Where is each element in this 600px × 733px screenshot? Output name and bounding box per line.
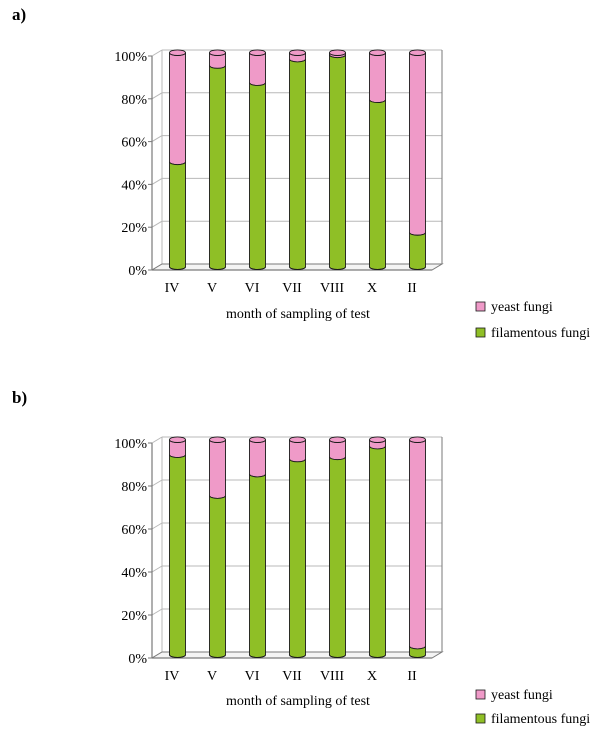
chart-a-bar-yeast-VI <box>249 52 266 86</box>
chart-b-y-tick-label: 80% <box>121 480 147 495</box>
chart-a-x-tick-label: VIII <box>320 281 344 296</box>
chart-b-bar-top-IV <box>169 436 186 443</box>
chart-b-bar-yeast-II <box>409 439 426 650</box>
chart-a-y-tick-label: 40% <box>121 178 147 193</box>
chart-b-bar-filamentous-II <box>409 645 426 658</box>
chart-a-x-tick-label: VI <box>245 281 260 296</box>
chart-a-bar-top-II <box>409 49 426 56</box>
chart-a-gridline-side <box>151 92 163 100</box>
chart-b-plot: 0% 20% 40% 60% 80% 100% IV V VI VII VIII X II <box>114 436 444 684</box>
chart-b-legend-label-yeast: yeast fungi <box>491 688 553 703</box>
chart-a-bar-filamentous-VIII <box>329 54 346 270</box>
chart-b-x-tick-label: VI <box>245 669 260 684</box>
chart-b-xlabel: month of sampling of test <box>226 694 370 709</box>
chart-a-y-tick-label: 100% <box>114 50 147 65</box>
chart-b-bar-filamentous-X <box>369 445 386 658</box>
chart-b-gridline-side <box>151 608 163 616</box>
chart-b-gridline-side <box>151 479 163 487</box>
chart-a-bar-filamentous-VII <box>289 58 306 270</box>
chart-b-y-tick-label: 40% <box>121 566 147 581</box>
chart-a-y-tick-label: 0% <box>128 264 147 279</box>
chart-b-x-tick-label: VIII <box>320 669 344 684</box>
chart-a-bar-filamentous-V <box>209 65 226 270</box>
chart-b-gridline-side <box>151 436 163 444</box>
panel-b-label: b) <box>12 388 27 407</box>
chart-b-bar-top-VII <box>289 436 306 443</box>
chart-a-x-tick-label: VII <box>282 281 302 296</box>
chart-a-legend: yeast fungi filamentous fungi <box>475 300 590 341</box>
chart-a-x-tick-label: V <box>207 281 217 296</box>
chart-a-bar-yeast-X <box>369 52 386 104</box>
chart-a-bar-top-IV <box>169 49 186 56</box>
chart-b-x-tick-label: V <box>207 669 217 684</box>
chart-a-y-tick-label: 80% <box>121 93 147 108</box>
chart-b-legend-swatch-yeast <box>475 689 486 700</box>
panel-a-label: a) <box>12 5 26 24</box>
chart-b-bar-top-II <box>409 436 426 443</box>
chart-a-bar-yeast-IV <box>169 52 186 166</box>
chart-b-bar-top-VIII <box>329 436 346 443</box>
chart-b-bar-yeast-VII <box>289 439 306 463</box>
chart-b-bar-filamentous-IV <box>169 454 186 658</box>
chart-a-bar-top-V <box>209 49 226 56</box>
chart-b-bar-yeast-V <box>209 439 226 499</box>
chart-b-bar-filamentous-VII <box>289 458 306 658</box>
chart-b-x-tick-label: II <box>407 669 417 684</box>
chart-a-bar-top-VII <box>289 49 306 56</box>
chart-a-legend-label-filamentous: filamentous fungi <box>491 326 590 341</box>
chart-a-bar-filamentous-X <box>369 99 386 270</box>
chart-a-bar-yeast-II <box>409 52 426 236</box>
chart-b-bar-filamentous-VI <box>249 473 266 658</box>
chart-a-y-tick-label: 20% <box>121 221 147 236</box>
chart-a-bar-filamentous-II <box>409 232 426 270</box>
chart-a-legend-swatch-filamentous <box>475 327 486 338</box>
chart-b-gridline-side <box>151 522 163 530</box>
chart-a-gridline-side <box>151 220 163 228</box>
chart-a-x-tick-label: IV <box>165 281 180 296</box>
chart-b-legend: yeast fungi filamentous fungi <box>475 688 590 727</box>
chart-a-gridline-side <box>151 135 163 143</box>
chart-a-bar-filamentous-VI <box>249 82 266 270</box>
chart-a-plot: 0% 20% 40% 60% 80% 100% IV V VI VII VIII X II <box>114 49 444 296</box>
chart-a-gridline-side <box>151 177 163 185</box>
chart-b-legend-label-filamentous: filamentous fungi <box>491 712 590 727</box>
chart-b-x-tick-label: VII <box>282 669 302 684</box>
chart-a-bar-top-VI <box>249 49 266 56</box>
chart-a-x-tick-label: II <box>407 281 417 296</box>
chart-a-x-tick-label: X <box>367 281 377 296</box>
chart-a-xlabel: month of sampling of test <box>226 307 370 322</box>
chart-a-bar-top-VIII <box>329 49 346 56</box>
chart-b-y-tick-label: 20% <box>121 609 147 624</box>
chart-panel-b: b) 0% 20% 40% 60% 80% 100% IV V VI VII VIII X II mon… <box>12 388 590 727</box>
chart-b-bar-filamentous-V <box>209 495 226 658</box>
chart-b-legend-swatch-filamentous <box>475 713 486 724</box>
chart-a-bar-filamentous-IV <box>169 161 186 270</box>
chart-a-bar-top-X <box>369 49 386 56</box>
chart-b-y-tick-label: 0% <box>128 652 147 667</box>
chart-b-x-tick-label: X <box>367 669 377 684</box>
chart-b-y-tick-label: 100% <box>114 437 147 452</box>
chart-b-gridline-side <box>151 565 163 573</box>
chart-a-gridline-side <box>151 49 163 57</box>
chart-a-y-tick-label: 60% <box>121 136 147 151</box>
chart-b-bar-yeast-VI <box>249 439 266 478</box>
chart-b-y-tick-label: 60% <box>121 523 147 538</box>
chart-b-bar-top-VI <box>249 436 266 443</box>
chart-b-bar-top-X <box>369 436 386 443</box>
chart-panel-a: a) 0% 20% 40% 60% 80% 100% IV V VI VII VIII X II mon… <box>12 5 590 341</box>
chart-b-bar-filamentous-VIII <box>329 456 346 658</box>
chart-a-legend-label-yeast: yeast fungi <box>491 300 553 315</box>
chart-b-x-tick-label: IV <box>165 669 180 684</box>
chart-a-legend-swatch-yeast <box>475 301 486 312</box>
chart-b-bar-top-V <box>209 436 226 443</box>
